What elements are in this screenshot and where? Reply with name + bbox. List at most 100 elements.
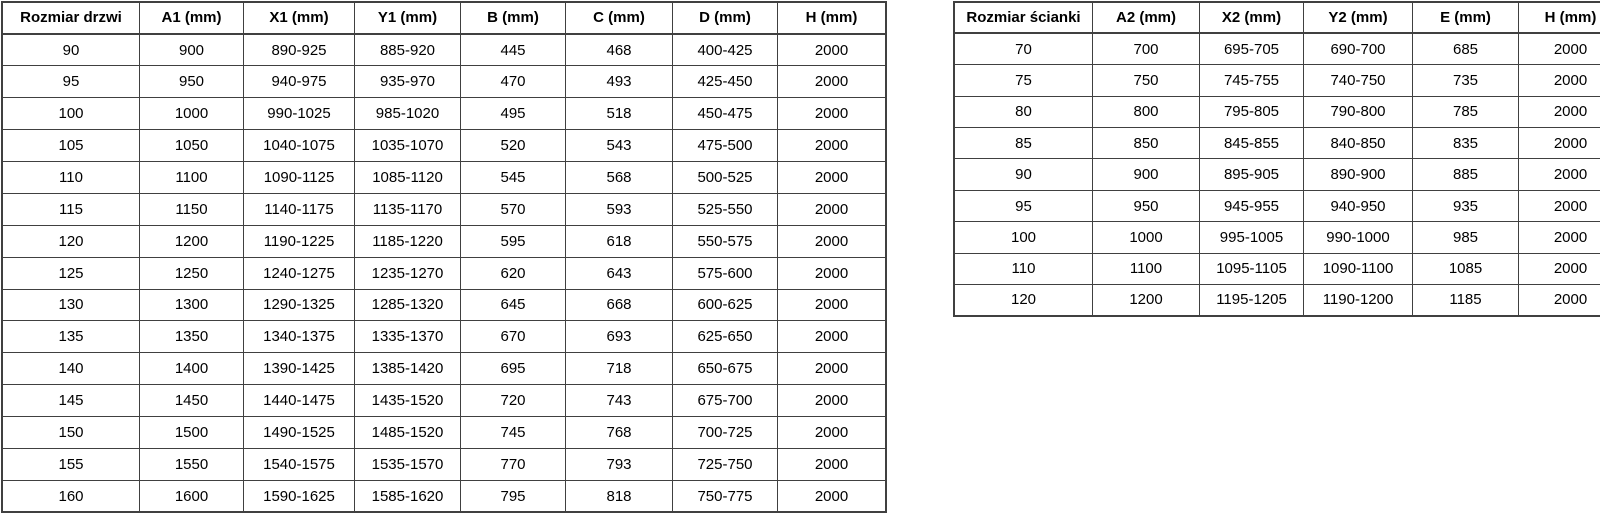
table-cell: 1535-1570 xyxy=(354,447,461,481)
table-cell: 125 xyxy=(1,256,140,290)
table-cell: 1235-1270 xyxy=(354,256,461,290)
table-cell: 735 xyxy=(1412,64,1519,97)
table-cell: 1195-1205 xyxy=(1199,284,1304,317)
table-cell: 2000 xyxy=(777,384,887,418)
door-size-table: Rozmiar drzwi A1 (mm) X1 (mm) Y1 (mm) B (mm)… xyxy=(1,1,887,514)
table-cell: 425-450 xyxy=(672,65,778,99)
column-header: A1 (mm) xyxy=(139,1,244,35)
table-cell: 2000 xyxy=(777,256,887,290)
table-cell: 700-725 xyxy=(672,416,778,449)
table-cell: 1000 xyxy=(139,97,244,131)
table-row: 95 950 940-975 935-970 470 493 425-450 2000 xyxy=(1,65,887,99)
table-cell: 845-855 xyxy=(1199,127,1304,160)
table-cell: 1585-1620 xyxy=(354,479,461,513)
table-cell: 1540-1575 xyxy=(243,447,355,481)
table-cell: 743 xyxy=(565,384,673,418)
table-row: 155 1550 1540-1575 1535-1570 770 793 725-750 20… xyxy=(1,447,887,481)
table-cell: 2000 xyxy=(1518,221,1600,254)
table-row: 110 1100 1095-1105 1090-1100 1085 2000 xyxy=(953,252,1600,286)
column-header: Rozmiar drzwi xyxy=(1,1,140,35)
table-cell: 985-1020 xyxy=(354,97,461,131)
table-row: 90 900 895-905 890-900 885 2000 xyxy=(953,158,1600,191)
table-row: 135 1350 1340-1375 1335-1370 670 693 625-650 20… xyxy=(1,320,887,354)
table-cell: 995-1005 xyxy=(1199,221,1304,254)
table-cell: 940-950 xyxy=(1303,189,1413,223)
table-cell: 1200 xyxy=(139,224,244,258)
table-cell: 160 xyxy=(1,479,140,513)
table-cell: 2000 xyxy=(777,352,887,386)
header-row: Rozmiar drzwi A1 (mm) X1 (mm) Y1 (mm) B (mm)… xyxy=(1,1,887,35)
table-cell: 1335-1370 xyxy=(354,320,461,354)
table-cell: 885-920 xyxy=(354,33,461,67)
table-cell: 750 xyxy=(1092,64,1200,97)
table-cell: 740-750 xyxy=(1303,64,1413,97)
table-cell: 900 xyxy=(139,33,244,67)
table-cell: 950 xyxy=(1092,189,1200,223)
table-row: 75 750 745-755 740-750 735 2000 xyxy=(953,64,1600,97)
table-cell: 2000 xyxy=(1518,189,1600,223)
table-cell: 890-900 xyxy=(1303,158,1413,191)
table-cell: 70 xyxy=(953,32,1093,66)
table-cell: 685 xyxy=(1412,32,1519,66)
table-row: 85 850 845-855 840-850 835 2000 xyxy=(953,127,1600,160)
table-cell: 1590-1625 xyxy=(243,479,355,513)
table-cell: 90 xyxy=(1,33,140,67)
table-cell: 795-805 xyxy=(1199,95,1304,129)
table-cell: 793 xyxy=(565,447,673,481)
table-row: 120 1200 1195-1205 1190-1200 1185 2000 xyxy=(953,284,1600,317)
table-cell: 1290-1325 xyxy=(243,288,355,322)
table-cell: 2000 xyxy=(777,160,887,194)
table-cell: 500-525 xyxy=(672,160,778,194)
table-cell: 1600 xyxy=(139,479,244,513)
table-cell: 95 xyxy=(953,189,1093,223)
table-row: 95 950 945-955 940-950 935 2000 xyxy=(953,189,1600,223)
table-cell: 1440-1475 xyxy=(243,384,355,418)
table-cell: 818 xyxy=(565,479,673,513)
table-cell: 1100 xyxy=(139,160,244,194)
table-cell: 2000 xyxy=(1518,95,1600,129)
table-cell: 120 xyxy=(953,284,1093,317)
column-header: X2 (mm) xyxy=(1199,1,1304,35)
table-cell: 1435-1520 xyxy=(354,384,461,418)
table-cell: 945-955 xyxy=(1199,189,1304,223)
table-cell: 690-700 xyxy=(1303,32,1413,66)
table-cell: 105 xyxy=(1,129,140,162)
table-cell: 940-975 xyxy=(243,65,355,99)
table-cell: 935-970 xyxy=(354,65,461,99)
table-cell: 470 xyxy=(460,65,566,99)
table-cell: 768 xyxy=(565,416,673,449)
table-cell: 695 xyxy=(460,352,566,386)
table-cell: 675-700 xyxy=(672,384,778,418)
table-cell: 1385-1420 xyxy=(354,352,461,386)
table-cell: 450-475 xyxy=(672,97,778,131)
table-cell: 493 xyxy=(565,65,673,99)
column-header: Y2 (mm) xyxy=(1303,1,1413,35)
table-cell: 643 xyxy=(565,256,673,290)
table-cell: 1450 xyxy=(139,384,244,418)
table-cell: 1085 xyxy=(1412,252,1519,286)
table-cell: 985 xyxy=(1412,221,1519,254)
table-cell: 525-550 xyxy=(672,192,778,226)
table-cell: 885 xyxy=(1412,158,1519,191)
table-cell: 495 xyxy=(460,97,566,131)
column-header: Y1 (mm) xyxy=(354,1,461,35)
table-cell: 625-650 xyxy=(672,320,778,354)
table-cell: 575-600 xyxy=(672,256,778,290)
table-cell: 600-625 xyxy=(672,288,778,322)
wall-size-table: Rozmiar ścianki A2 (mm) X2 (mm) Y2 (mm) E (m… xyxy=(953,1,1600,317)
table-row: 80 800 795-805 790-800 785 2000 xyxy=(953,95,1600,129)
table-row: 120 1200 1190-1225 1185-1220 595 618 550-575 20… xyxy=(1,224,887,258)
table-row: 160 1600 1590-1625 1585-1620 795 818 750-775 20… xyxy=(1,479,887,513)
table-row: 100 1000 990-1025 985-1020 495 518 450-475 2000 xyxy=(1,97,887,131)
table-cell: 835 xyxy=(1412,127,1519,160)
table-cell: 80 xyxy=(953,95,1093,129)
table-cell: 900 xyxy=(1092,158,1200,191)
table-cell: 700 xyxy=(1092,32,1200,66)
table-cell: 135 xyxy=(1,320,140,354)
table-cell: 2000 xyxy=(1518,284,1600,317)
table-cell: 1190-1225 xyxy=(243,224,355,258)
table-cell: 895-905 xyxy=(1199,158,1304,191)
column-header: E (mm) xyxy=(1412,1,1519,35)
table-cell: 468 xyxy=(565,33,673,67)
table-cell: 1150 xyxy=(139,192,244,226)
